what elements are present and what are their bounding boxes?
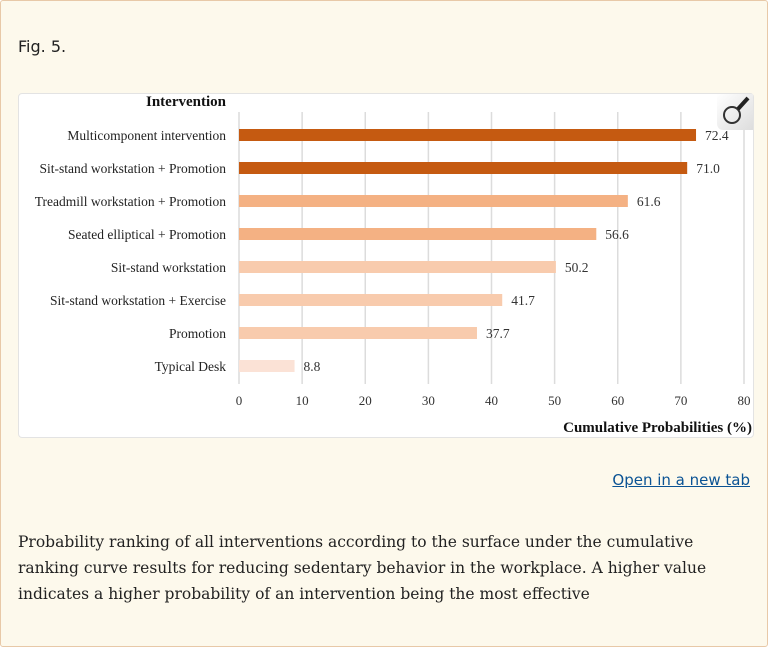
x-tick-label: 10 bbox=[296, 393, 309, 408]
x-tick-label: 0 bbox=[236, 393, 243, 408]
magnifier-icon bbox=[723, 96, 750, 124]
data-label: 50.2 bbox=[565, 260, 589, 275]
x-tick-label: 50 bbox=[548, 393, 561, 408]
data-label: 72.4 bbox=[705, 128, 729, 143]
x-tick-label: 70 bbox=[674, 393, 687, 408]
data-label: 41.7 bbox=[511, 293, 535, 308]
bar bbox=[239, 162, 688, 174]
category-label: Seated elliptical + Promotion bbox=[68, 227, 226, 242]
chart-panel: 0 10 20 30 40 50 60 70 80 Intervention Cumulative … bbox=[18, 93, 754, 438]
x-tick-label: 40 bbox=[485, 393, 498, 408]
y-axis-title: Intervention bbox=[146, 94, 227, 110]
category-label: Promotion bbox=[169, 326, 226, 341]
bar-chart: 0 10 20 30 40 50 60 70 80 Intervention Cumulative … bbox=[35, 94, 752, 436]
x-tick-label: 30 bbox=[422, 393, 435, 408]
x-tick-label: 60 bbox=[611, 393, 624, 408]
bar bbox=[239, 327, 477, 339]
data-label: 37.7 bbox=[486, 326, 510, 341]
category-label: Sit-stand workstation bbox=[111, 260, 226, 275]
category-label: Sit-stand workstation + Exercise bbox=[50, 293, 226, 308]
bar bbox=[239, 129, 697, 141]
bar bbox=[239, 261, 556, 273]
category-label: Treadmill workstation + Promotion bbox=[35, 194, 226, 209]
open-in-new-tab-link[interactable]: Open in a new tab bbox=[612, 471, 750, 489]
data-label: 8.8 bbox=[304, 359, 321, 374]
category-label: Sit-stand workstation + Promotion bbox=[40, 161, 227, 176]
data-label: 71.0 bbox=[696, 161, 720, 176]
figure-caption: Probability ranking of all interventions… bbox=[18, 533, 707, 603]
data-label: 61.6 bbox=[637, 194, 661, 209]
x-axis-title: Cumulative Probabilities (%) bbox=[563, 420, 752, 436]
category-label: Typical Desk bbox=[155, 359, 227, 374]
bar bbox=[239, 360, 295, 372]
bar bbox=[239, 195, 628, 207]
zoom-button[interactable] bbox=[717, 94, 753, 130]
bar bbox=[239, 228, 597, 240]
data-label: 56.6 bbox=[605, 227, 629, 242]
category-label: Multicomponent intervention bbox=[67, 128, 226, 143]
figure-label: Fig. 5. bbox=[18, 37, 67, 56]
x-tick-label: 20 bbox=[359, 393, 372, 408]
x-tick-label: 80 bbox=[738, 393, 751, 408]
bar bbox=[239, 294, 503, 306]
